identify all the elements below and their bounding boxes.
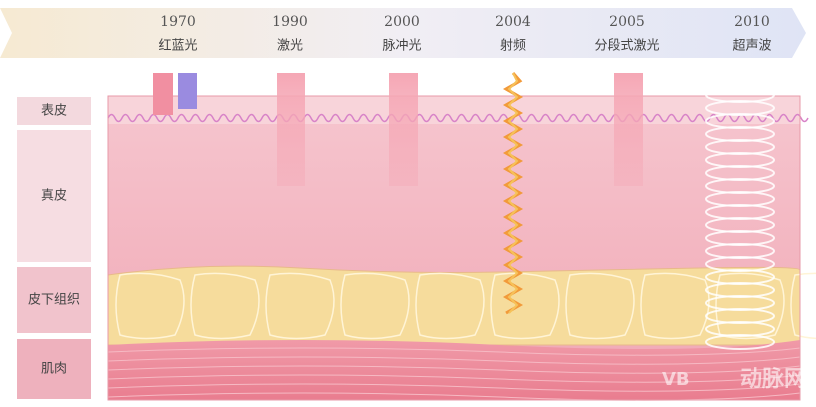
laser-beam [277, 73, 305, 186]
blue-light [178, 73, 197, 109]
label-box [17, 267, 91, 333]
layer-label: 肌肉 [41, 362, 67, 377]
layer-label: 皮下组织 [28, 293, 80, 308]
year: 2010 [734, 14, 770, 30]
fat-cell [115, 272, 185, 340]
label-box [17, 130, 91, 262]
year: 2005 [609, 14, 645, 30]
fiber [107, 356, 801, 365]
fat-cell [565, 272, 635, 340]
muscle-fibers [107, 347, 801, 401]
fiber [107, 347, 801, 356]
fat-cell [790, 272, 816, 340]
watermark-logo: VB [662, 369, 690, 390]
label-box [17, 97, 91, 125]
ultrasound-ring [705, 334, 775, 350]
beams [153, 72, 775, 350]
fat [107, 265, 801, 346]
label-box [17, 339, 91, 399]
epidermis-line [107, 113, 809, 123]
fiber [107, 374, 801, 383]
tech-label: 超声波 [732, 39, 771, 54]
ultrasound [705, 74, 775, 350]
timeline-band [0, 8, 806, 58]
fiber [107, 365, 801, 374]
year: 2004 [495, 14, 531, 30]
layer-label: 真皮 [41, 189, 67, 204]
fat-cell [490, 272, 560, 340]
fractional-beam [614, 73, 643, 186]
tech-label: 射频 [500, 38, 526, 54]
fat-cell [415, 272, 485, 340]
epidermis [108, 96, 800, 124]
ultrasound-ring [705, 74, 775, 90]
red-light [153, 73, 173, 115]
year: 2000 [384, 14, 420, 30]
skin [107, 95, 816, 401]
fat-cell [190, 272, 260, 340]
fiber [107, 383, 801, 392]
layer-labels [17, 97, 91, 399]
rf-wave [507, 72, 519, 314]
fiber [107, 392, 801, 401]
watermark: 动脉网 [740, 367, 806, 392]
year: 1990 [272, 14, 308, 30]
year: 1970 [160, 14, 196, 30]
ipl-beam [389, 73, 418, 186]
fat-cell [640, 272, 710, 340]
fat-cell [265, 272, 335, 340]
skin-border [107, 95, 801, 401]
tech-label: 红蓝光 [158, 38, 197, 54]
layer-label: 表皮 [41, 104, 67, 119]
rf-wave [502, 72, 524, 315]
fat-cell [340, 272, 410, 340]
tech-label: 分段式激光 [594, 39, 659, 54]
fat-cells [115, 272, 816, 340]
tech-label: 激光 [277, 39, 303, 54]
fat-cell [715, 272, 785, 340]
tech-label: 脉冲光 [382, 39, 421, 54]
